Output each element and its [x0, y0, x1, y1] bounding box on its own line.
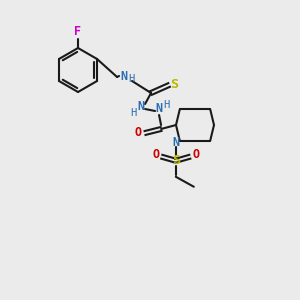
- Text: O: O: [134, 127, 142, 140]
- Text: O: O: [192, 148, 200, 161]
- Text: F: F: [74, 25, 82, 38]
- Text: H: H: [130, 108, 136, 118]
- Text: N: N: [137, 100, 145, 113]
- Text: O: O: [152, 148, 159, 161]
- Text: S: S: [170, 79, 178, 92]
- Text: N: N: [155, 103, 163, 116]
- Text: N: N: [172, 136, 179, 149]
- Text: S: S: [172, 154, 180, 167]
- Text: N: N: [121, 70, 128, 83]
- Text: H: H: [128, 74, 134, 84]
- Text: H: H: [163, 100, 169, 110]
